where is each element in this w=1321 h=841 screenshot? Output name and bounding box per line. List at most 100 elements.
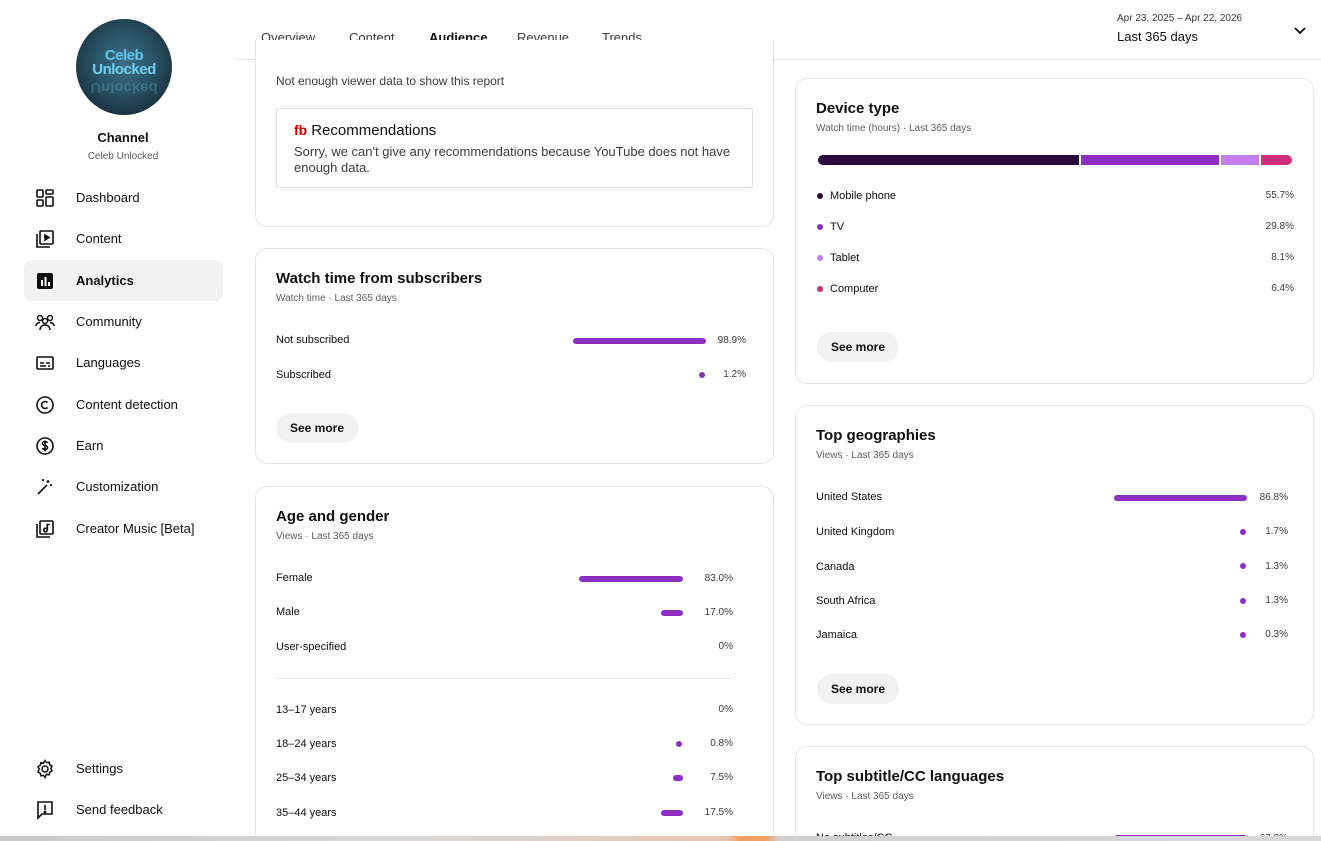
channel-avatar[interactable]: Celeb Unlocked Unlocked: [76, 19, 172, 115]
recommendations-box: fb Recommendations Sorry, we can't give a…: [276, 108, 753, 188]
row-label: Female: [276, 572, 313, 584]
device-label: Tablet: [830, 252, 860, 264]
row-value: 83.0%: [704, 573, 733, 584]
sidebar-item-label: Content: [76, 231, 122, 246]
row-value: 7.5%: [710, 772, 733, 783]
sidebar-item-languages[interactable]: Languages: [24, 342, 223, 383]
row-label: South Africa: [816, 595, 876, 607]
device-bar-tablet: [1221, 155, 1259, 165]
row-value: 17.5%: [704, 807, 733, 818]
date-range-label: Last 365 days: [1117, 29, 1198, 44]
recommendations-title-text: Recommendations: [311, 122, 437, 139]
row-value: 0%: [718, 641, 733, 652]
dollar-icon: [35, 436, 55, 456]
card-subtitle: Views · Last 365 days: [816, 450, 914, 461]
sidebar-item-settings[interactable]: Settings: [24, 748, 223, 789]
sidebar-item-label: Creator Music [Beta]: [76, 521, 195, 536]
sidebar: Celeb Unlocked Unlocked Channel Celeb Un…: [0, 0, 235, 841]
avatar-logo-line1: Celeb: [104, 47, 144, 64]
copyright-icon: [35, 395, 55, 415]
sidebar-item-send-feedback[interactable]: Send feedback: [24, 789, 223, 830]
legend-dot-tablet: [817, 255, 823, 261]
row-dot: [676, 741, 682, 747]
analytics-icon: [35, 271, 55, 291]
content-icon: [35, 229, 55, 249]
legend-dot-computer: [817, 286, 823, 292]
sidebar-item-earn[interactable]: Earn: [24, 425, 223, 466]
see-more-button[interactable]: See more: [276, 413, 359, 443]
device-bar-mobile: [818, 155, 1079, 165]
device-label: Mobile phone: [830, 190, 897, 202]
avatar-logo-line2: Unlocked: [92, 61, 156, 78]
legend-dot-mobile: [817, 193, 823, 199]
sidebar-item-label: Send feedback: [76, 802, 163, 817]
card-title: Age and gender: [276, 508, 390, 525]
row-value: 1.3%: [1265, 595, 1288, 606]
channel-title: Channel: [97, 130, 149, 145]
device-value: 29.8%: [1265, 221, 1294, 232]
row-dot: [1240, 563, 1246, 569]
device-value: 8.1%: [1271, 252, 1294, 263]
sidebar-item-dashboard[interactable]: Dashboard: [24, 177, 223, 218]
not-enough-data-message: Not enough viewer data to show this repo…: [276, 74, 505, 88]
card-subtitle: Views · Last 365 days: [276, 531, 374, 542]
sidebar-item-label: Earn: [76, 438, 104, 453]
recommendations-logo-icon: fb: [294, 122, 308, 138]
legend-dot-tv: [817, 224, 823, 230]
channel-name: Celeb Unlocked: [87, 151, 159, 162]
age-gender-card: Age and gender Views · Last 365 days Fem…: [255, 486, 774, 841]
row-label: 13–17 years: [276, 704, 337, 716]
sidebar-item-label: Customization: [76, 479, 159, 494]
row-label: Subscribed: [276, 369, 332, 381]
card-title: Top geographies: [816, 427, 936, 444]
card-title: Device type: [816, 100, 900, 117]
row-value: 0.3%: [1265, 629, 1288, 640]
card-subtitle: Watch time (hours) · Last 365 days: [816, 123, 972, 134]
top-geographies-card: Top geographies Views · Last 365 days Un…: [795, 405, 1314, 725]
sidebar-item-label: Analytics: [76, 273, 134, 288]
subscribers-card: Watch time from subscribers Watch time ·…: [255, 248, 774, 464]
device-bar-computer: [1261, 155, 1292, 165]
row-value: 0%: [718, 704, 733, 715]
device-bar-tv: [1081, 155, 1219, 165]
sidebar-item-label: Dashboard: [76, 190, 140, 205]
gear-icon: [35, 758, 55, 779]
row-value: 17.0%: [704, 607, 733, 618]
see-more-button[interactable]: See more: [817, 332, 900, 362]
row-bar: [1114, 495, 1247, 501]
row-dot: [1240, 632, 1246, 638]
row-label: Canada: [816, 561, 855, 573]
sidebar-item-label: Languages: [76, 355, 141, 370]
sidebar-item-content-detection[interactable]: Content detection: [24, 384, 223, 425]
sidebar-item-customization[interactable]: Customization: [24, 466, 223, 507]
sidebar-item-creator-music[interactable]: Creator Music [Beta]: [24, 508, 223, 549]
row-dot: [1240, 529, 1246, 535]
card-title: Watch time from subscribers: [276, 270, 483, 287]
sidebar-item-analytics[interactable]: Analytics: [24, 260, 223, 301]
device-value: 55.7%: [1265, 190, 1294, 201]
row-dot: [699, 372, 705, 378]
device-value: 6.4%: [1271, 283, 1294, 294]
sidebar-item-label: Content detection: [76, 397, 178, 412]
community-icon: [35, 312, 55, 332]
row-label: 35–44 years: [276, 807, 337, 819]
see-more-button[interactable]: See more: [817, 674, 900, 704]
row-label: Male: [276, 606, 300, 618]
row-value: 1.3%: [1265, 561, 1288, 572]
sidebar-item-label: Settings: [76, 761, 123, 776]
viewer-data-card: [255, 40, 774, 227]
row-label: User-specified: [276, 641, 347, 653]
row-bar: [661, 810, 683, 816]
row-bar: [579, 576, 683, 582]
sidebar-item-label: Community: [76, 314, 142, 329]
sidebar-item-content[interactable]: Content: [24, 218, 223, 259]
row-value: 1.2%: [723, 369, 746, 380]
section-divider: [276, 678, 733, 679]
row-label: 25–34 years: [276, 772, 337, 784]
card-subtitle: Views · Last 365 days: [816, 791, 914, 802]
row-label: Not subscribed: [276, 334, 350, 346]
card-title: Top subtitle/CC languages: [816, 768, 1005, 785]
taskbar-strip: [0, 836, 1321, 841]
sidebar-item-community[interactable]: Community: [24, 301, 223, 342]
chevron-down-icon: [1294, 27, 1306, 35]
